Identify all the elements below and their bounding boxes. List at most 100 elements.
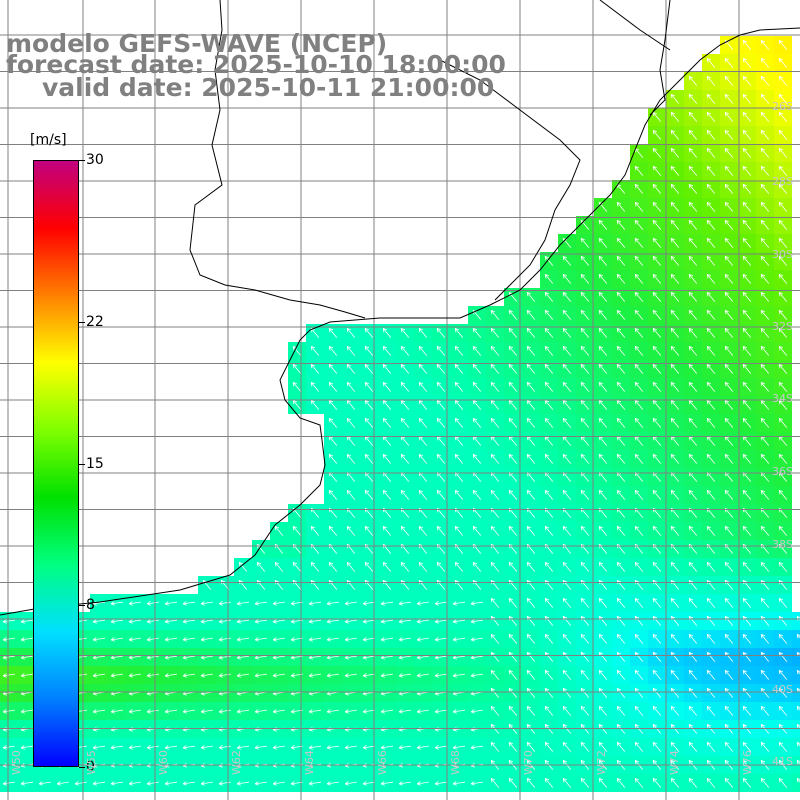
wind-arrow: [526, 346, 536, 356]
wind-arrow: [200, 745, 213, 750]
wind-arrow: [760, 310, 770, 320]
wind-arrow: [688, 184, 698, 194]
wind-arrow: [670, 742, 680, 752]
wind-arrow: [760, 454, 770, 464]
wind-arrow: [434, 637, 447, 642]
wind-arrow: [254, 709, 267, 714]
wind-arrow: [634, 184, 644, 194]
wind-arrow: [418, 562, 428, 572]
wind-arrow: [544, 274, 554, 284]
wind-arrow: [544, 616, 554, 626]
wind-arrow: [236, 781, 249, 786]
wind-arrow: [796, 742, 800, 747]
wind-arrow: [380, 745, 393, 750]
wind-arrow: [598, 634, 608, 644]
wind-arrow: [724, 418, 734, 428]
wind-arrow: [706, 526, 716, 536]
wind-arrow: [598, 274, 608, 284]
wind-arrow: [688, 76, 698, 86]
wind-arrow: [236, 637, 249, 642]
wind-arrow: [490, 490, 500, 500]
wind-arrow: [544, 670, 554, 680]
wind-arrow: [436, 382, 446, 392]
wind-arrow: [724, 598, 734, 608]
wind-arrow: [652, 490, 662, 500]
wind-arrow: [128, 637, 141, 642]
wind-arrow: [544, 400, 554, 410]
wind-arrow: [742, 346, 752, 356]
wind-arrow: [200, 601, 213, 606]
wind-arrow: [688, 382, 698, 392]
wind-arrow: [796, 760, 800, 765]
wind-arrow: [742, 400, 752, 410]
wind-arrow: [760, 292, 770, 302]
wind-arrow: [580, 274, 590, 284]
wind-arrow: [580, 634, 590, 644]
wind-arrow: [526, 616, 536, 626]
wind-arrow: [292, 364, 302, 374]
wind-arrow: [562, 778, 572, 788]
wind-arrow: [652, 310, 662, 320]
wind-arrow: [182, 601, 195, 606]
wind-arrow: [778, 112, 788, 122]
wind-arrow: [652, 742, 662, 752]
wind-arrow: [490, 634, 500, 644]
wind-arrow: [362, 745, 375, 750]
wind-arrow: [236, 601, 249, 606]
wind-arrow: [310, 562, 320, 572]
wind-speed-cell: [792, 666, 800, 684]
wind-arrow: [796, 634, 800, 639]
wind-arrow: [616, 256, 626, 266]
wind-arrow: [128, 619, 141, 624]
latitude-label: 41S: [772, 755, 793, 768]
wind-arrow: [616, 310, 626, 320]
wind-arrow: [778, 292, 788, 302]
wind-arrow: [670, 166, 680, 176]
wind-arrow: [508, 328, 518, 338]
wind-arrow: [490, 346, 500, 356]
wind-arrow: [724, 364, 734, 374]
wind-arrow: [128, 709, 141, 714]
wind-arrow: [724, 562, 734, 572]
wind-arrow: [164, 637, 177, 642]
wind-arrow: [652, 292, 662, 302]
wind-arrow: [20, 781, 33, 786]
wind-arrow: [508, 400, 518, 410]
wind-arrow: [526, 490, 536, 500]
wind-arrow: [490, 418, 500, 428]
wind-arrow: [526, 778, 536, 788]
wind-arrow: [562, 670, 572, 680]
wind-arrow: [526, 418, 536, 428]
wind-arrow: [652, 220, 662, 230]
wind-arrow: [616, 292, 626, 302]
wind-arrow: [778, 274, 788, 284]
wind-arrow: [2, 619, 15, 624]
wind-arrow: [670, 274, 680, 284]
wind-arrow: [544, 292, 554, 302]
wind-arrow: [490, 616, 500, 626]
wind-arrow: [452, 601, 465, 606]
wind-arrow: [616, 706, 626, 716]
wind-arrow: [470, 619, 483, 624]
wind-arrow: [706, 562, 716, 572]
wind-arrow: [526, 400, 536, 410]
wind-arrow: [346, 418, 356, 428]
wind-arrow: [544, 364, 554, 374]
wind-arrow: [236, 619, 249, 624]
wind-arrow: [652, 400, 662, 410]
wind-arrow: [490, 382, 500, 392]
wind-arrow: [688, 310, 698, 320]
wind-arrow: [434, 745, 447, 750]
wind-arrow: [416, 601, 429, 606]
wind-arrow: [670, 490, 680, 500]
wind-arrow: [760, 274, 770, 284]
wind-arrow: [706, 598, 716, 608]
wind-arrow: [562, 328, 572, 338]
wind-arrow: [616, 778, 626, 788]
wind-arrow: [634, 274, 644, 284]
wind-arrow: [362, 781, 375, 786]
wind-arrow: [724, 148, 734, 158]
wind-arrow: [742, 616, 752, 626]
wind-arrow: [490, 598, 500, 608]
wind-arrow: [670, 328, 680, 338]
